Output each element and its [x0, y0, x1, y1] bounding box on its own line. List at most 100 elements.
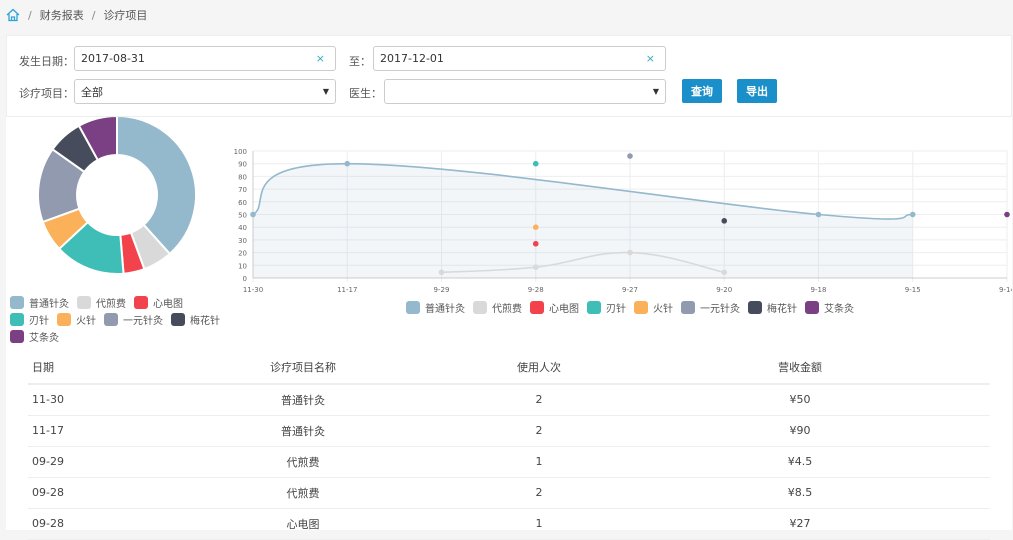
legend-item[interactable]: 刃针	[587, 299, 626, 316]
legend-label: 艾条灸	[824, 304, 854, 315]
breadcrumb: / 财务报表 / 诊疗项目	[6, 6, 147, 24]
legend-label: 火针	[76, 316, 96, 327]
legend-label: 心电图	[549, 304, 579, 315]
y-tick-label: 80	[238, 173, 247, 181]
legend-item[interactable]: 代煎费	[473, 299, 522, 316]
y-tick-label: 0	[243, 275, 247, 283]
report-table: 日期 诊疗项目名称 使用人次 营收金额 11-30 普通针灸 2 ¥50 11-17 普通…	[28, 353, 990, 540]
series-area	[253, 163, 913, 278]
legend-item[interactable]: 刃针	[10, 311, 49, 328]
data-point[interactable]	[627, 249, 633, 256]
legend-item[interactable]: 艾条灸	[10, 328, 59, 345]
clear-icon[interactable]: ×	[315, 52, 325, 65]
legend-label: 梅花针	[767, 304, 797, 315]
column-header-count: 使用人次	[468, 353, 610, 385]
column-header-revenue: 营收金额	[610, 353, 990, 385]
item-select[interactable]: 全部 ▼	[74, 79, 336, 104]
data-point[interactable]	[815, 211, 822, 218]
export-button[interactable]: 导出	[737, 79, 777, 103]
date-from-input[interactable]: 2017-08-31 ×	[74, 46, 336, 71]
date-to-value: 2017-12-01	[380, 52, 444, 65]
legend-item[interactable]: 艾条灸	[805, 299, 854, 316]
table-header-row: 日期 诊疗项目名称 使用人次 营收金额	[28, 353, 990, 385]
data-point[interactable]	[438, 269, 445, 276]
legend-item[interactable]: 心电图	[530, 299, 579, 316]
data-point[interactable]	[250, 211, 256, 218]
legend-item[interactable]: 梅花针	[171, 311, 220, 328]
table-row: 09-28 代煎费 2 ¥8.5	[28, 477, 990, 509]
y-tick-label: 40	[238, 224, 247, 232]
date-from-value: 2017-08-31	[81, 52, 145, 65]
data-point[interactable]	[721, 218, 728, 224]
breadcrumb-finance-report[interactable]: 财务报表	[39, 9, 84, 22]
data-point[interactable]	[532, 224, 539, 230]
legend-item[interactable]: 一元针灸	[104, 311, 163, 328]
data-point[interactable]	[532, 264, 539, 271]
y-tick-label: 100	[234, 148, 247, 156]
dropdown-arrow-icon: ▼	[652, 87, 659, 96]
legend-swatch	[473, 301, 487, 314]
cell-date: 09-28	[28, 508, 138, 540]
series-line	[252, 162, 913, 220]
cell-item: 代煎费	[138, 446, 468, 478]
doctor-label: 医生：	[349, 87, 382, 100]
data-point[interactable]	[721, 269, 728, 276]
legend-label: 艾条灸	[29, 333, 59, 344]
item-select-value: 全部	[81, 85, 103, 99]
legend-item[interactable]: 梅花针	[748, 299, 797, 316]
legend-swatch	[171, 313, 185, 326]
legend-item[interactable]: 一元针灸	[681, 299, 740, 316]
legend-item[interactable]: 火针	[634, 299, 673, 316]
date-to-input[interactable]: 2017-12-01 ×	[373, 46, 666, 71]
legend-swatch	[104, 313, 118, 326]
cell-revenue: ¥4.5	[610, 446, 990, 478]
data-point[interactable]	[627, 153, 633, 159]
cell-revenue: ¥27	[610, 508, 990, 540]
y-tick-label: 50	[238, 212, 247, 220]
legend-label: 代煎费	[96, 299, 126, 310]
cell-item: 心电图	[138, 508, 468, 540]
y-tick-label: 90	[238, 161, 247, 169]
home-icon[interactable]	[6, 8, 20, 22]
legend-item[interactable]: 火针	[57, 311, 96, 328]
x-tick-label: 9-27	[622, 286, 638, 294]
data-point[interactable]	[532, 240, 539, 247]
legend-item[interactable]: 普通针灸	[406, 299, 465, 316]
line-chart: 0 10 20 30 40 50 60 70 80 90 100 11-30 11-17 9-29 9-28…	[234, 148, 1012, 294]
legend-label: 火针	[653, 304, 673, 315]
doctor-select[interactable]: ▼	[384, 79, 666, 104]
pie-slice[interactable]	[116, 117, 197, 256]
report-content: 普通针灸 代煎费 心电图 刃针 火针 一元针灸 梅花针 艾条灸 0 10 20 30 40 50 60 70…	[6, 117, 1012, 540]
data-point[interactable]	[1004, 211, 1010, 218]
query-button[interactable]: 查询	[682, 79, 722, 103]
legend-item[interactable]: 代煎费	[77, 294, 126, 311]
line-legend: 普通针灸 代煎费 心电图 刃针 火针 一元针灸 梅花针 艾条灸	[406, 299, 862, 316]
cell-count: 1	[468, 446, 610, 478]
date-from-label: 发生日期：	[19, 55, 74, 68]
x-tick-label: 9-20	[716, 286, 732, 294]
y-tick-label: 70	[238, 186, 247, 194]
cell-date: 09-28	[28, 477, 138, 509]
data-point[interactable]	[532, 160, 539, 167]
y-tick-label: 20	[238, 250, 247, 258]
date-to-label: 至：	[349, 55, 371, 68]
table-row: 11-17 普通针灸 2 ¥90	[28, 415, 990, 447]
breadcrumb-separator: /	[28, 8, 32, 22]
cell-item: 代煎费	[138, 477, 468, 509]
doughnut-chart	[37, 117, 197, 275]
pie-legend: 普通针灸 代煎费 心电图刃针 火针 一元针灸 梅花针艾条灸	[10, 294, 230, 345]
cell-count: 2	[468, 477, 610, 509]
legend-item[interactable]: 心电图	[134, 294, 183, 311]
cell-date: 11-17	[28, 415, 138, 447]
clear-icon[interactable]: ×	[645, 52, 655, 65]
x-tick-label: 11-30	[243, 286, 263, 294]
x-tick-label: 9-15	[905, 286, 921, 294]
pie-slice[interactable]	[77, 117, 118, 162]
data-point[interactable]	[344, 160, 351, 167]
cell-date: 11-30	[28, 384, 138, 416]
x-tick-label: 9-28	[528, 286, 544, 294]
data-point[interactable]	[909, 211, 916, 218]
cell-count: 2	[468, 384, 610, 416]
legend-label: 普通针灸	[425, 304, 465, 315]
legend-item[interactable]: 普通针灸	[10, 294, 69, 311]
